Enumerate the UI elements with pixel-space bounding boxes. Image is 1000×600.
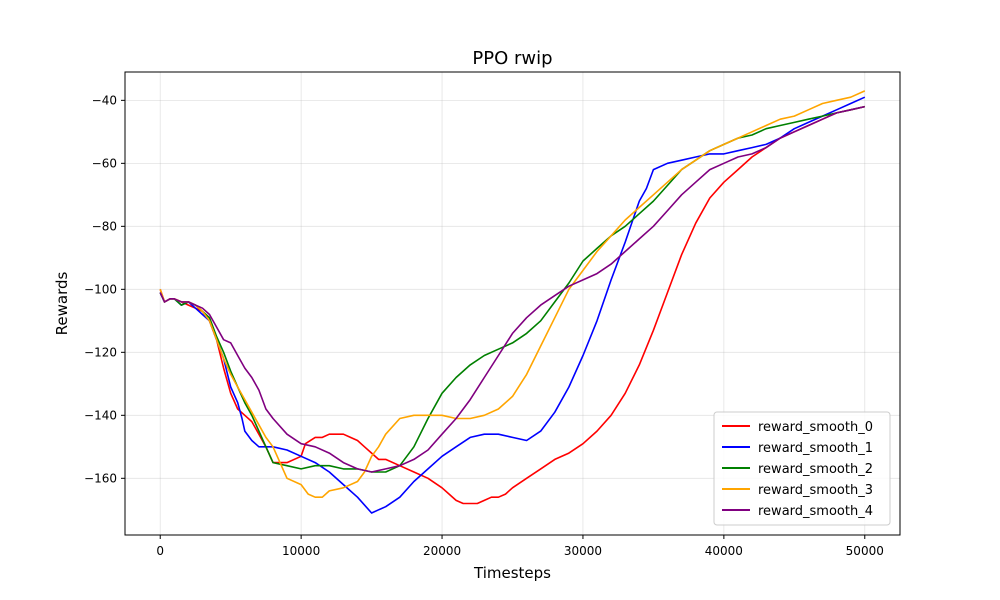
x-tick-label: 20000 [423, 544, 461, 558]
y-tick-label: −160 [84, 471, 117, 485]
legend-label: reward_smooth_3 [758, 483, 873, 498]
x-axis: 0 10000 20000 30000 40000 50000 [156, 535, 884, 558]
legend-label: reward_smooth_1 [758, 441, 873, 456]
plot-frame [124, 71, 901, 536]
x-axis-title: Timesteps [473, 564, 551, 582]
x-tick-label: 0 [156, 544, 164, 558]
legend-label: reward_smooth_4 [758, 504, 873, 519]
y-tick-label: −80 [92, 219, 117, 233]
series-line-reward-smooth-4 [159, 105, 865, 473]
legend-label: reward_smooth_2 [758, 462, 873, 477]
y-tick-label: −100 [84, 282, 117, 296]
x-tick-label: 30000 [564, 544, 602, 558]
series-line-reward-smooth-0 [159, 105, 865, 505]
chart-title: PPO rwip [472, 48, 552, 69]
y-axis: −160 −140 −120 −100 −80 −60 −40 [84, 93, 125, 485]
legend-label: reward_smooth_0 [758, 420, 873, 435]
y-tick-label: −60 [92, 156, 117, 170]
series-layer [159, 90, 866, 514]
y-tick-label: −140 [84, 408, 117, 422]
y-tick-label: −40 [92, 93, 117, 107]
x-tick-label: 50000 [846, 544, 884, 558]
legend-box [713, 411, 891, 526]
x-tick-label: 10000 [282, 544, 320, 558]
series-line-reward-smooth-1 [159, 96, 866, 514]
y-tick-label: −120 [84, 345, 117, 359]
y-axis-title: Rewards [53, 271, 71, 335]
series-line-reward-smooth-3 [159, 90, 866, 499]
legend: reward_smooth_0 reward_smooth_1 reward_smo… [713, 411, 891, 526]
x-tick-label: 40000 [705, 544, 743, 558]
